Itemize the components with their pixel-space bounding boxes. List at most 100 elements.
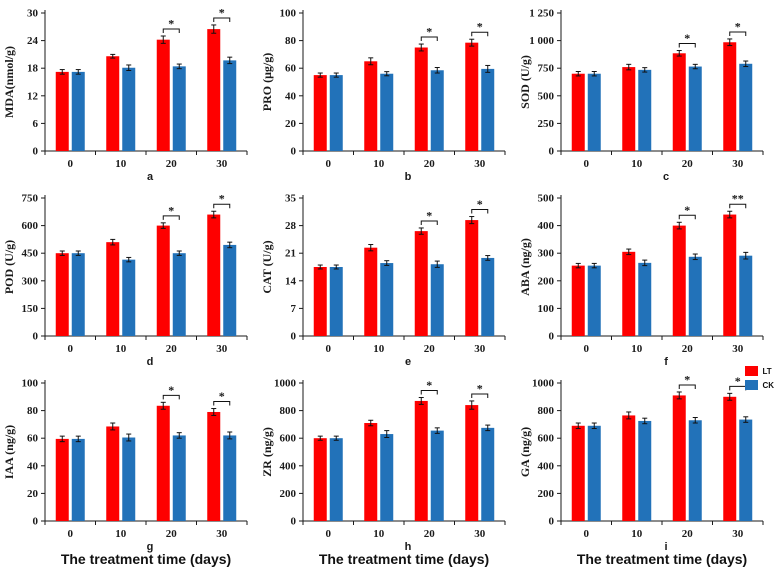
y-axis-label: PRO (μg/g) — [260, 53, 274, 111]
significance-bracket — [678, 214, 696, 220]
bar-ck-0 — [71, 438, 85, 521]
bar-ck-10 — [638, 420, 652, 521]
significance-star: * — [426, 208, 432, 222]
y-tick-label: 500 — [538, 90, 555, 102]
y-tick-label: 600 — [280, 433, 297, 445]
legend: LT CK — [745, 366, 774, 390]
y-tick-label: 150 — [22, 303, 39, 315]
bar-ck-30 — [739, 419, 753, 521]
bar-ck-10 — [122, 67, 136, 151]
bar-ck-20 — [172, 66, 186, 151]
bar-ck-0 — [329, 267, 343, 336]
bar-lt-0 — [313, 267, 327, 336]
chart-sod: 0 250 500 750 1 000 1 250 0 10 20 30 * * c SOD (U/g) — [518, 8, 764, 183]
x-tick-label: 0 — [326, 158, 332, 170]
panel-letter: d — [147, 356, 154, 368]
y-tick-label: 400 — [538, 220, 555, 232]
x-tick-label: 30 — [474, 343, 486, 355]
significance-bracket — [420, 389, 438, 395]
x-tick-label: 20 — [682, 528, 694, 540]
panel-letter: e — [405, 356, 411, 368]
panel-f: 0 100 200 300 400 500 0 10 20 30 * ** f ABA (ng/g) — [516, 185, 776, 370]
y-tick-label: 200 — [538, 275, 555, 287]
y-tick-label: 7 — [291, 303, 297, 315]
bar-ck-30 — [481, 427, 495, 521]
significance-bracket — [213, 401, 231, 406]
significance-star: * — [735, 374, 741, 388]
significance-star: * — [168, 383, 174, 397]
y-tick-label: 0 — [549, 331, 555, 343]
panel-c: 0 250 500 750 1 000 1 250 0 10 20 30 * * c SOD (U/g) — [516, 0, 776, 185]
bar-lt-30 — [723, 214, 737, 336]
y-tick-label: 0 — [33, 516, 39, 528]
y-tick-label: 0 — [291, 331, 297, 343]
bar-ck-30 — [481, 257, 495, 336]
y-tick-label: 60 — [285, 63, 297, 75]
chart-mda: 0 6 12 18 24 30 0 10 20 30 * * a MDA(nmol/g) — [2, 5, 248, 183]
y-tick-label: 500 — [538, 193, 555, 205]
y-tick-label: 750 — [22, 193, 39, 205]
bar-lt-0 — [55, 253, 69, 336]
x-tick-label: 10 — [115, 528, 127, 540]
y-tick-label: 35 — [285, 193, 297, 205]
y-axis-label: POD (U/g) — [2, 240, 16, 294]
bar-lt-20 — [414, 231, 428, 336]
y-axis-label: ZR (ng/g) — [260, 427, 274, 477]
y-tick-label: 6 — [33, 118, 39, 130]
x-tick-label: 30 — [216, 158, 228, 170]
bar-ck-20 — [430, 430, 444, 521]
y-tick-label: 30 — [27, 8, 39, 20]
significance-star: * — [219, 389, 225, 403]
x-tick-label: 0 — [326, 343, 332, 355]
x-tick-label: 30 — [732, 528, 744, 540]
x-tick-label: 10 — [631, 343, 643, 355]
y-tick-label: 1000 — [274, 378, 297, 390]
y-tick-label: 200 — [538, 488, 555, 500]
panel-g: 0 20 40 60 80 100 0 10 20 30 * * g IAA (ng/g) The tre… — [0, 370, 258, 580]
y-tick-label: 20 — [285, 118, 297, 130]
bar-lt-0 — [313, 438, 327, 521]
bar-lt-0 — [571, 265, 585, 336]
y-tick-label: 0 — [33, 146, 39, 158]
significance-bracket — [162, 28, 180, 33]
y-tick-label: 20 — [27, 488, 39, 500]
x-tick-label: 10 — [115, 158, 127, 170]
significance-bracket — [420, 220, 438, 225]
y-axis-label: ABA (ng/g) — [518, 238, 532, 296]
y-tick-label: 24 — [27, 35, 39, 47]
bar-lt-20 — [414, 400, 428, 521]
bar-lt-30 — [465, 42, 479, 151]
significance-star: * — [477, 381, 483, 395]
bar-ck-10 — [380, 434, 394, 521]
x-tick-label: 20 — [166, 158, 178, 170]
y-tick-label: 750 — [538, 63, 555, 75]
panel-letter: f — [664, 356, 668, 368]
y-tick-label: 0 — [549, 146, 555, 158]
bar-ck-20 — [172, 253, 186, 336]
y-axis-label: MDA(nmol/g) — [2, 46, 16, 118]
significance-bracket — [729, 203, 747, 209]
panel-i: 0 200 400 600 800 1000 0 10 20 30 * * i GA (ng/g) The… — [516, 370, 776, 580]
x-tick-label: 20 — [682, 158, 694, 170]
significance-star: * — [219, 192, 225, 206]
chart-zr: 0 200 400 600 800 1000 0 10 20 30 * * h ZR (ng/g) — [260, 378, 506, 553]
y-tick-label: 100 — [280, 8, 297, 20]
panel-a: 0 6 12 18 24 30 0 10 20 30 * * a MDA(nmol/g) — [0, 0, 258, 185]
y-axis-label: CAT (U/g) — [260, 240, 274, 293]
significance-star: * — [168, 17, 174, 31]
y-tick-label: 0 — [291, 146, 297, 158]
bar-ck-10 — [638, 69, 652, 151]
y-tick-label: 1 000 — [529, 35, 554, 47]
y-tick-label: 18 — [27, 63, 39, 75]
bar-lt-0 — [313, 75, 327, 151]
panel-letter: h — [405, 541, 412, 553]
panel-letter: i — [665, 541, 668, 553]
x-tick-label: 0 — [584, 528, 590, 540]
bar-lt-0 — [55, 71, 69, 151]
y-tick-label: 21 — [285, 248, 296, 260]
bar-ck-30 — [739, 255, 753, 336]
panel-b: 0 20 40 60 80 100 0 10 20 30 * * b PRO (μg/g) — [258, 0, 516, 185]
x-tick-label: 20 — [166, 528, 178, 540]
bar-lt-10 — [364, 61, 378, 151]
